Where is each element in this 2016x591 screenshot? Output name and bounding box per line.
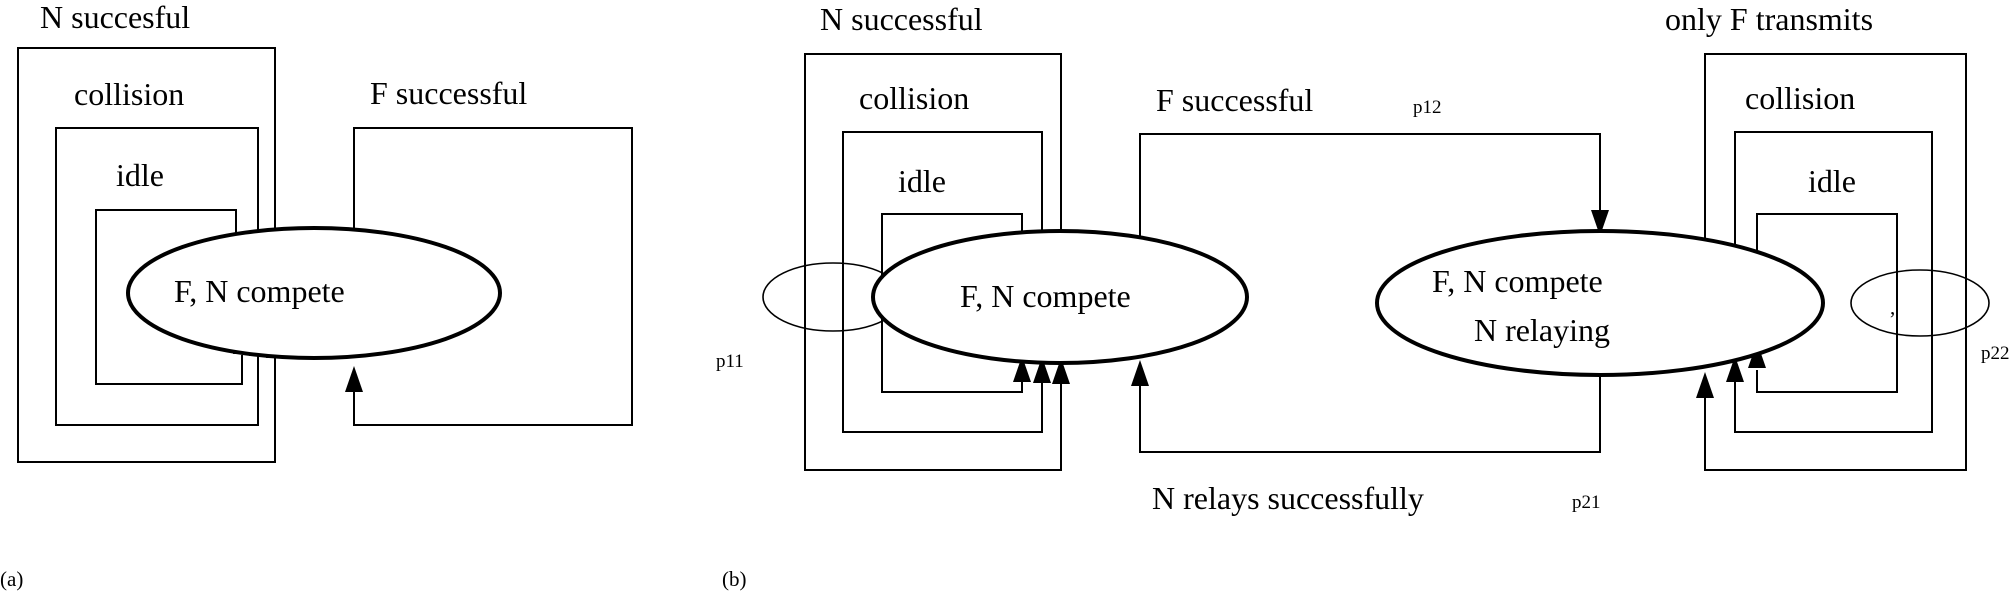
b-n-success-loop [804,53,1062,471]
b-arrowhead-f-success [1591,210,1609,236]
b-arrowhead-collision [1033,357,1051,383]
a-state-node [126,226,502,360]
b-n-relays-label: N relays successfully [1152,480,1424,516]
b-arrowhead-idle [1013,356,1031,382]
a-f-success-loop [353,127,633,426]
b-idle-label: idle [898,163,946,199]
b-right-idle-label: idle [1808,163,1856,199]
a-idle-loop [95,209,243,385]
b-state-node-compete [871,229,1249,365]
b-arrowhead-right-collision [1726,356,1744,382]
b-f-success-edge [1139,133,1601,238]
b-collision-label: collision [859,80,969,116]
b-p22-selfloop-marker [1850,269,1990,337]
b-collision-loop [842,131,1043,433]
a-f-success-label: F successful [370,75,527,111]
b-n-relays-edge [1139,370,1601,453]
b-arrowhead-n-relays [1131,360,1149,386]
a-arrowhead-f-success [345,366,363,392]
b-right-idle-loop [1756,213,1898,393]
b-panel-tag: (b) [722,567,747,591]
b-state-label-relaying-line2: N relaying [1474,312,1610,348]
b-p11-label: p11 [716,351,744,372]
a-state-label: F, N compete [174,273,345,309]
b-only-f-label: only F transmits [1665,1,1873,37]
b-right-collision-loop [1734,131,1933,433]
panel-b: , F, N compete F, N compete N relaying N… [716,1,2010,591]
b-arrowhead-right-only-f [1696,372,1714,398]
b-state-label-compete: F, N compete [960,278,1131,314]
b-state-node-relaying [1375,229,1825,377]
b-p22-label: p22 [1981,343,2010,364]
a-n-success-loop [17,47,276,463]
a-n-success-label: N succesful [40,0,190,35]
b-f-success-label: F successful [1156,82,1313,118]
b-n-success-label: N successful [820,1,983,37]
b-only-f-loop [1704,53,1967,471]
a-panel-tag: (a) [0,567,23,591]
b-p21-label: p21 [1572,492,1601,513]
a-collision-label: collision [74,76,184,112]
b-arrowhead-n-success [1052,358,1070,384]
a-collision-loop [55,127,259,426]
b-p22-comma-mark: , [1890,295,1895,319]
panel-a: F, N compete N succesful collision idle … [0,0,633,591]
b-p12-label: p12 [1413,97,1442,118]
b-state-label-relaying-line1: F, N compete [1432,263,1603,299]
b-right-collision-label: collision [1745,80,1855,116]
a-idle-label: idle [116,157,164,193]
